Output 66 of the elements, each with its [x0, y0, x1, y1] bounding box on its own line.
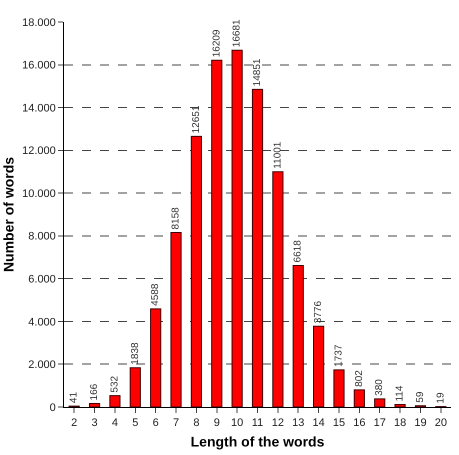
- bar: [170, 232, 182, 407]
- y-tick-label: 10.000: [22, 188, 56, 200]
- x-tick-label: 20: [434, 417, 447, 430]
- data-label: 16681: [232, 18, 243, 48]
- x-axis-title: Length of the words: [190, 434, 325, 450]
- bar: [374, 398, 386, 407]
- bar: [211, 60, 222, 407]
- x-tick-label: 18: [394, 417, 406, 430]
- bar: [190, 136, 202, 407]
- x-tick-label: 7: [172, 417, 180, 430]
- x-tick-label: 9: [214, 417, 220, 430]
- x-tick-label: 3: [91, 417, 98, 430]
- data-label: 380: [374, 378, 386, 396]
- x-tick-label: 11: [252, 417, 264, 430]
- x-tick-label: 19: [414, 417, 427, 430]
- bar: [272, 171, 284, 407]
- data-label: 114: [394, 385, 406, 402]
- x-tick-label: 16: [353, 417, 366, 430]
- y-tick-label: 12.000: [22, 145, 56, 158]
- bar: [354, 389, 365, 407]
- bar: [333, 369, 345, 407]
- y-tick-label: 6.000: [28, 274, 56, 286]
- y-tick-label: 4.000: [28, 316, 56, 328]
- data-label: 166: [89, 383, 100, 400]
- bar: [313, 326, 324, 407]
- y-axis-title: Number of words: [0, 156, 17, 272]
- y-tick-label: 14.000: [22, 102, 56, 114]
- x-tick-label: 5: [132, 417, 138, 430]
- data-label: 19: [435, 392, 446, 404]
- x-tick-label: 12: [272, 417, 284, 430]
- data-label: 6618: [292, 240, 304, 262]
- bar: [88, 402, 100, 407]
- data-label: 41: [68, 392, 80, 404]
- data-label: 12651: [190, 105, 202, 134]
- x-tick-label: 15: [332, 417, 346, 430]
- bar: [232, 50, 243, 407]
- data-label: 11001: [272, 141, 284, 169]
- x-tick-label: 10: [231, 417, 244, 430]
- bar: [394, 404, 406, 407]
- bar: [109, 395, 121, 407]
- x-tick-label: 6: [152, 417, 159, 430]
- y-tick-label: 16.000: [22, 60, 56, 72]
- x-tick-label: 17: [374, 417, 386, 430]
- y-tick-label: 18.000: [22, 16, 56, 29]
- y-tick-label: 0: [50, 402, 56, 414]
- bar: [292, 264, 304, 407]
- data-label: 1737: [333, 344, 344, 367]
- data-label: 1838: [130, 342, 141, 365]
- data-label: 802: [354, 370, 365, 387]
- x-tick-label: 14: [312, 417, 325, 430]
- bar: [130, 367, 141, 407]
- data-label: 4588: [150, 283, 162, 306]
- bar: [252, 88, 264, 407]
- x-tick-label: 13: [292, 417, 304, 430]
- data-label: 532: [109, 375, 120, 393]
- x-tick-label: 8: [193, 417, 200, 430]
- y-tick-label: 2.000: [28, 359, 56, 372]
- data-label: 16209: [211, 29, 222, 58]
- y-tick-label: 8.000: [28, 230, 56, 243]
- x-tick-label: 2: [71, 417, 78, 430]
- data-label: 59: [414, 391, 426, 403]
- data-label: 3776: [313, 300, 324, 324]
- data-label: 14851: [252, 58, 263, 86]
- x-tick-label: 4: [112, 417, 118, 430]
- data-label: 8158: [170, 206, 182, 230]
- bar: [150, 308, 162, 407]
